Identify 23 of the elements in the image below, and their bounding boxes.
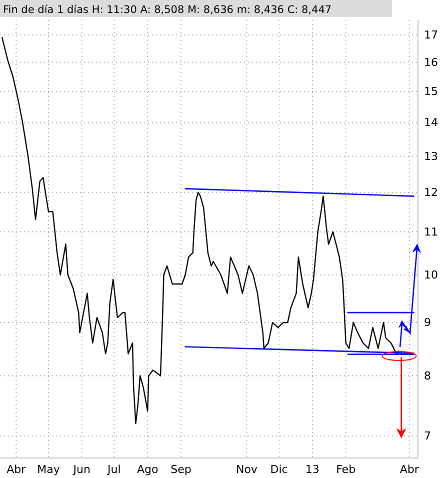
x-tick-label: Sep xyxy=(170,462,192,476)
x-tick-label: Dic xyxy=(270,462,288,476)
x-tick-label: Jul xyxy=(106,462,121,476)
chart-title: Fin de día 1 días H: 11:30 A: 8,508 M: 8,636 m: 8,436 C: 8,447 xyxy=(3,4,332,16)
y-tick-label: 12 xyxy=(424,186,438,199)
x-tick-label: Nov xyxy=(236,462,258,476)
x-tick-label: Feb xyxy=(336,462,356,476)
y-tick-label: 8 xyxy=(424,369,431,382)
x-tick-label: Abr xyxy=(6,462,26,476)
y-tick-label: 11 xyxy=(424,225,438,238)
x-tick-label: Abr xyxy=(400,462,420,476)
y-tick-label: 7 xyxy=(424,430,431,443)
y-tick-label: 13 xyxy=(424,150,438,163)
y-tick-label: 17 xyxy=(424,28,438,42)
y-tick-label: 10 xyxy=(424,268,438,282)
y-tick-label: 14 xyxy=(424,116,438,130)
y-tick-label: 15 xyxy=(424,85,438,98)
y-tick-label: 16 xyxy=(424,56,438,69)
x-tick-label: 13 xyxy=(305,462,320,476)
y-tick-label: 9 xyxy=(424,316,431,330)
x-tick-label: Jun xyxy=(72,462,90,476)
x-tick-label: Ago xyxy=(136,462,158,476)
x-tick-label: May xyxy=(37,462,60,476)
